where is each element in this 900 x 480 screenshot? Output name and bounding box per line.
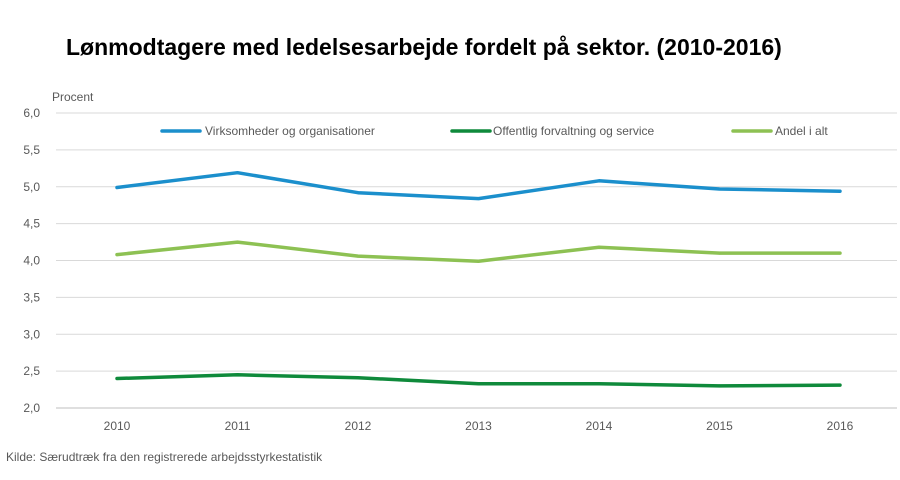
y-tick-label: 6,0 [23, 106, 40, 120]
chart-title: Lønmodtagere med ledelsesarbejde fordelt… [66, 34, 782, 60]
data-point [356, 191, 360, 195]
y-tick-label: 4,5 [23, 217, 40, 231]
legend-label: Offentlig forvaltning og service [493, 124, 655, 138]
x-tick-label: 2012 [345, 419, 372, 433]
data-point [115, 377, 119, 380]
data-point [838, 251, 842, 255]
x-tick-label: 2016 [827, 419, 854, 433]
y-tick-label: 2,5 [23, 364, 40, 378]
data-point [115, 253, 119, 257]
data-point [597, 179, 601, 183]
series-lines [115, 170, 842, 388]
data-point [236, 373, 239, 377]
y-tick-label: 3,0 [23, 327, 40, 341]
axes: 2,0 2,5 3,0 3,5 4,0 4,5 5,0 5,5 6,0 Procent 2010 20… [23, 90, 897, 433]
y-tick-label: 3,5 [23, 290, 40, 304]
source-note: Kilde: Særudtræk fra den registrerede ar… [6, 450, 323, 464]
data-point [356, 376, 360, 380]
legend-label: Andel i alt [775, 124, 828, 138]
y-tick-label: 4,0 [23, 254, 40, 268]
y-tick-label: 2,0 [23, 401, 40, 415]
data-point [477, 197, 480, 201]
gridlines [56, 112, 897, 372]
data-point [236, 240, 239, 244]
x-tick-label: 2015 [706, 419, 733, 433]
data-point [236, 171, 239, 175]
data-point [838, 189, 842, 193]
data-point [597, 245, 601, 249]
data-point [718, 187, 721, 191]
series-line-0 [115, 170, 842, 201]
series-line-2 [115, 240, 842, 263]
data-point [718, 384, 721, 388]
y-tick-label: 5,5 [23, 143, 40, 157]
legend: Virksomheder og organisationer Offentlig … [160, 124, 828, 138]
data-point [477, 382, 480, 386]
y-tick-label: 5,0 [23, 180, 40, 194]
data-point [115, 185, 119, 189]
x-tick-label: 2013 [465, 419, 492, 433]
y-axis-label: Procent [52, 90, 94, 104]
legend-label: Virksomheder og organisationer [205, 124, 375, 138]
data-point [838, 383, 842, 387]
x-tick-label: 2014 [586, 419, 613, 433]
x-tick-label: 2010 [104, 419, 131, 433]
x-tick-label: 2011 [225, 419, 251, 433]
data-point [597, 382, 601, 386]
data-point [477, 259, 480, 263]
data-point [718, 251, 721, 255]
data-point [356, 254, 360, 258]
